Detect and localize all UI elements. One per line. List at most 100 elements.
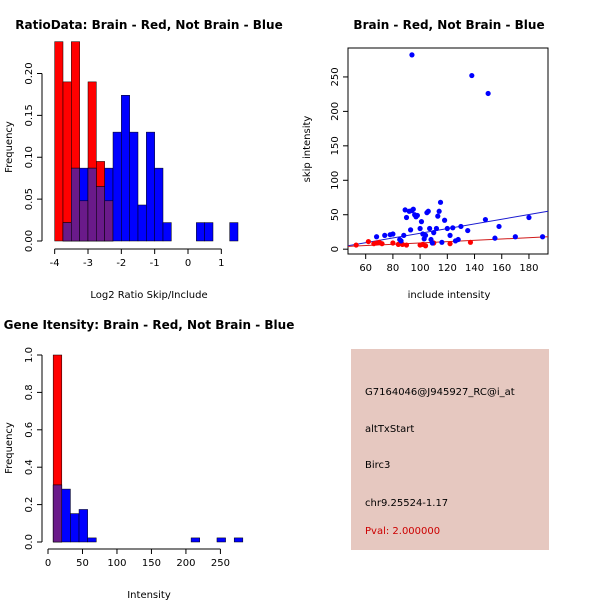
scatter-point-not-brain — [422, 232, 429, 238]
scatter-point-not-brain — [539, 234, 546, 240]
scatter-point-not-brain — [409, 52, 415, 58]
scatter-point-not-brain — [373, 234, 380, 240]
scatter-point-not-brain — [425, 208, 431, 214]
scatter-y-tick-label: 50 — [330, 208, 341, 221]
ratio-histogram-red-bar — [54, 41, 64, 242]
scatter-point-not-brain — [435, 213, 441, 219]
scatter-point-not-brain — [382, 232, 388, 238]
gene-histogram-y-tick-label: 0.0 — [24, 534, 35, 550]
gene-histogram-blue-bar — [87, 537, 97, 543]
scatter-title: Brain - Red, Not Brain - Blue — [353, 18, 544, 32]
scatter-point-brain — [422, 243, 429, 249]
gene-histogram-y-tick-label: 0.8 — [24, 384, 35, 400]
ratio-histogram-blue-bar — [129, 131, 139, 242]
scatter-xlabel: include intensity — [408, 290, 491, 301]
scatter-x-tick-label: 120 — [438, 263, 457, 274]
scatter-x-tick-label: 160 — [492, 263, 511, 274]
pval-text: Pval: 2.000000 — [365, 526, 441, 537]
ratio-histogram-blue-bar — [196, 222, 205, 242]
scatter-point-not-brain — [433, 225, 440, 232]
ratio-histogram-overlap-bar — [96, 186, 105, 242]
gene-histogram-y-tick-label: 0.2 — [24, 497, 35, 513]
gene-histogram-x-tick-label: 200 — [176, 558, 195, 569]
gene-histogram-y-tick-label: 1.0 — [24, 347, 35, 363]
scatter-point-brain — [379, 241, 385, 247]
gene-histogram-blue-bar — [70, 513, 80, 543]
scatter-point-brain — [403, 242, 410, 248]
ratio-histogram-overlap-bar — [87, 167, 97, 242]
ratio-histogram-x-tick-label: 1 — [218, 258, 224, 269]
event-type-text: altTxStart — [365, 424, 415, 435]
scatter-point-not-brain — [427, 225, 433, 232]
scatter-point-not-brain — [437, 199, 444, 205]
ratio-histogram-ylabel: Frequency — [4, 121, 15, 173]
scatter-point-not-brain — [458, 223, 464, 230]
gene-histogram-blue-bar — [216, 537, 226, 543]
ratio-histogram-overlap-bar — [62, 222, 72, 242]
scatter-y-tick-label: 250 — [330, 67, 341, 86]
ratio-histogram-title: RatioData: Brain - Red, Not Brain - Blue — [15, 18, 282, 32]
scatter-point-not-brain — [402, 207, 408, 213]
gene-name-text: Birc3 — [365, 460, 391, 471]
scatter-ylabel: skip intensity — [302, 116, 313, 183]
scatter-x-tick-label: 140 — [465, 263, 484, 274]
scatter-point-not-brain — [485, 90, 491, 97]
scatter-point-not-brain — [450, 225, 456, 231]
scatter-point-brain — [353, 242, 359, 248]
scatter-y-tick-label: 100 — [330, 171, 341, 190]
gene-histogram-x-tick-label: 0 — [45, 558, 51, 569]
scatter-point-not-brain — [414, 212, 420, 219]
ratio-histogram-overlap-bar — [104, 200, 114, 242]
scatter-point-not-brain — [455, 236, 461, 243]
scatter-point-not-brain — [403, 214, 410, 221]
ratio-histogram-x-tick-label: -1 — [150, 258, 160, 269]
scatter-point-brain — [467, 239, 474, 245]
gene-histogram-blue-bar — [190, 537, 200, 543]
scatter-point-brain — [447, 241, 453, 247]
scatter-point-brain — [390, 240, 396, 246]
gene-histogram-x-tick-label: 150 — [142, 558, 161, 569]
scatter-point-not-brain — [526, 214, 532, 221]
scatter-point-not-brain — [447, 232, 453, 238]
ratio-histogram-y-tick-label: 0.15 — [24, 104, 35, 126]
scatter-point-not-brain — [398, 238, 404, 244]
gene-histogram-x-tick-label: 100 — [107, 558, 126, 569]
scatter-y-tick-label: 0 — [330, 246, 341, 252]
scatter-point-not-brain — [482, 216, 489, 223]
scatter-point-not-brain — [439, 239, 445, 245]
scatter-point-not-brain — [469, 72, 475, 79]
location-text: chr9.25524-1.17 — [365, 498, 449, 509]
ratio-histogram-blue-bar — [162, 222, 172, 242]
scatter-x-tick-label: 60 — [359, 263, 372, 274]
ratio-histogram-blue-bar — [204, 222, 214, 242]
scatter-point-not-brain — [465, 227, 471, 234]
scatter-point-brain — [365, 238, 372, 245]
scatter-point-not-brain — [410, 206, 416, 212]
gene-histogram-title: Gene Itensity: Brain - Red, Not Brain - … — [4, 318, 295, 332]
gene-histogram-x-tick-label: 250 — [211, 558, 230, 569]
ratio-histogram-y-tick-label: 0.00 — [24, 230, 35, 252]
scatter-point-not-brain — [512, 234, 518, 240]
scatter-point-not-brain — [444, 225, 450, 232]
ratio-histogram-blue-bar — [121, 95, 130, 242]
ratio-histogram-blue-bar — [112, 131, 122, 242]
ratio-histogram-blue-bar — [154, 167, 164, 242]
ratio-histogram-overlap-bar — [71, 167, 80, 242]
ratio-histogram-y-tick-label: 0.10 — [24, 146, 35, 168]
ratio-histogram-x-tick-label: -3 — [83, 258, 93, 269]
gene-histogram-y-tick-label: 0.4 — [24, 459, 35, 475]
scatter-point-not-brain — [429, 240, 435, 246]
scatter-plot-box — [347, 47, 549, 255]
scatter-point-not-brain — [436, 208, 442, 214]
scatter-x-tick-label: 100 — [411, 263, 430, 274]
ratio-histogram-y-tick-label: 0.20 — [24, 62, 35, 84]
gene-histogram-blue-bar — [61, 488, 71, 543]
ratio-histogram-overlap-bar — [79, 200, 89, 242]
scatter-point-not-brain — [418, 219, 425, 225]
probe-id-text: G7164046@J945927_RC@i_at — [365, 387, 515, 398]
gene-histogram-blue-bar — [233, 537, 244, 543]
ratio-histogram-red-bar — [62, 81, 72, 242]
gene-histogram-xlabel: Intensity — [127, 590, 171, 600]
ratio-histogram-panel: RatioData: Brain - Red, Not Brain - Blue… — [4, 18, 283, 301]
